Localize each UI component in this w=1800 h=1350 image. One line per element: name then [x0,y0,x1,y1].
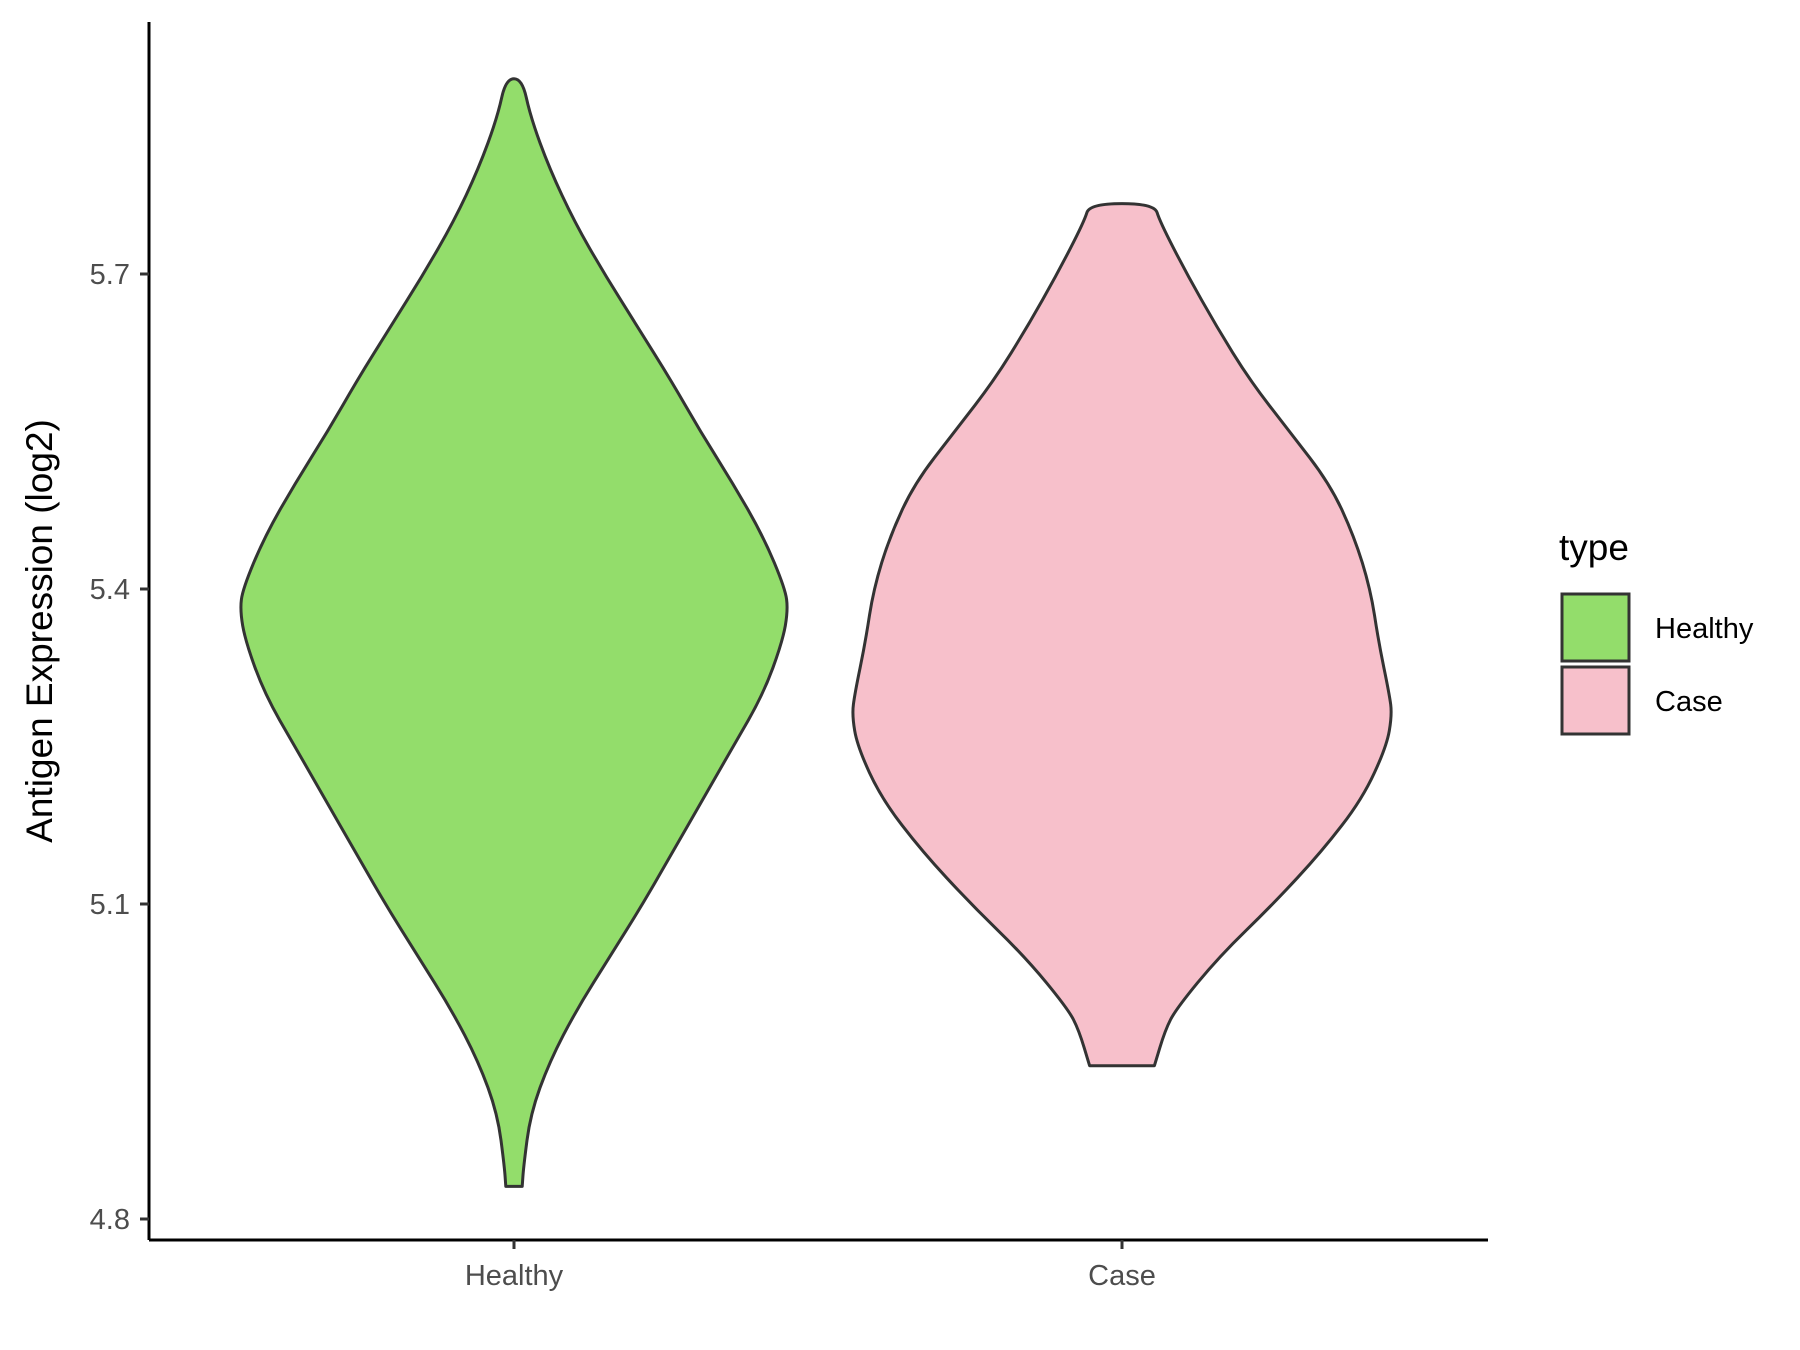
x-tick-label: Case [1088,1260,1156,1292]
y-axis-title: Antigen Expression (log2) [19,419,60,843]
legend-label-case: Case [1655,686,1723,718]
violin-case [851,202,1393,1068]
legend: type Healthy Case [1559,527,1754,736]
legend-key-case [1560,665,1631,736]
legend-label-healthy: Healthy [1655,613,1754,645]
violin-layer [239,77,1393,1188]
y-tick-label: 5.4 [90,574,130,606]
x-tick-label: Healthy [465,1260,564,1292]
violin-healthy [239,77,789,1188]
legend-title: type [1559,527,1629,568]
x-axis-ticks: Healthy Case [465,1240,1156,1292]
y-tick-label: 5.1 [90,889,130,921]
y-tick-label: 5.7 [90,259,130,291]
y-axis-ticks: 4.8 5.1 5.4 5.7 [90,259,149,1236]
legend-key-healthy [1560,592,1631,663]
y-tick-label: 4.8 [90,1204,130,1236]
